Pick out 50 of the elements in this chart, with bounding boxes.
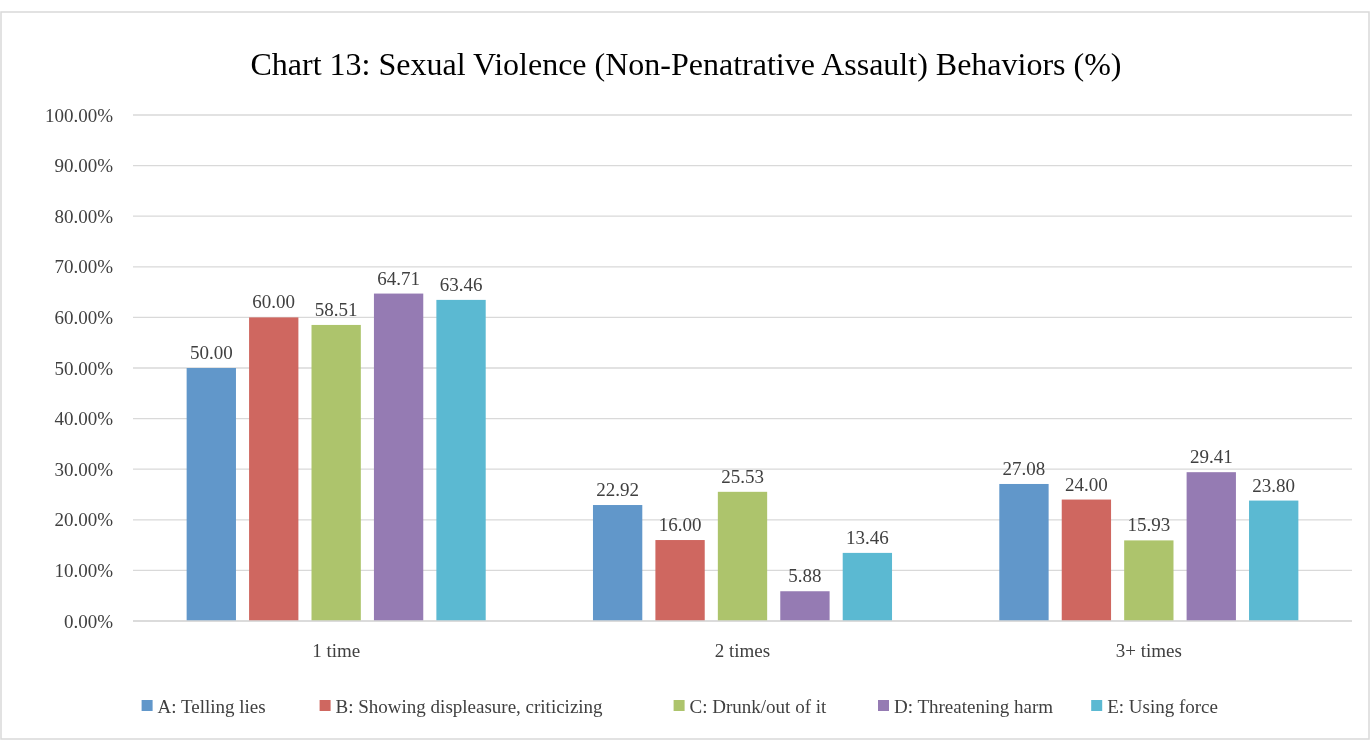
x-tick-label: 1 time xyxy=(312,640,361,661)
data-label: 16.00 xyxy=(658,514,702,536)
legend-label: B: Showing displeasure, criticizing xyxy=(335,695,604,717)
bar xyxy=(717,491,768,621)
bar xyxy=(842,552,893,621)
bar xyxy=(592,505,643,621)
y-tick-label: 40.00% xyxy=(54,408,114,430)
bar xyxy=(373,293,424,621)
y-tick-label: 30.00% xyxy=(54,458,114,480)
legend-label: C: Drunk/out of it xyxy=(689,695,828,717)
y-tick-label: 50.00% xyxy=(54,357,114,379)
data-label: 27.08 xyxy=(1002,457,1046,479)
x-tick-label: 2 times xyxy=(714,640,771,661)
data-label: 64.71 xyxy=(377,267,420,289)
x-tick-label: 3+ times xyxy=(1115,640,1182,661)
data-label: 23.80 xyxy=(1252,474,1296,496)
data-label: 22.92 xyxy=(596,479,640,501)
data-label: 24.00 xyxy=(1065,473,1108,495)
legend-label: E: Using force xyxy=(1107,695,1219,717)
y-tick-label: 60.00% xyxy=(54,307,114,329)
bar xyxy=(1186,472,1236,621)
bar xyxy=(1249,500,1299,621)
bar xyxy=(655,540,705,621)
y-tick-label: 90.00% xyxy=(54,155,114,177)
bar xyxy=(999,483,1049,621)
bar xyxy=(1124,540,1174,621)
bar xyxy=(186,368,236,621)
bar xyxy=(249,317,299,621)
y-tick-label: 80.00% xyxy=(54,205,114,227)
legend-label: A: Telling lies xyxy=(157,695,266,717)
y-tick-label: 0.00% xyxy=(63,610,114,632)
y-tick-label: 20.00% xyxy=(54,509,114,531)
legend-label: D: Threatening harm xyxy=(894,695,1054,717)
bar xyxy=(780,591,830,621)
data-label: 63.46 xyxy=(439,273,483,295)
chart-title: Chart 13: Sexual Violence (Non-Penatrative Assault) Behaviors (%) xyxy=(250,46,1122,82)
y-tick-label: 100.00% xyxy=(44,104,114,126)
data-label: 60.00 xyxy=(252,291,296,313)
bar xyxy=(1061,499,1112,621)
bar xyxy=(311,324,361,621)
data-label: 25.53 xyxy=(721,465,764,487)
data-label: 29.41 xyxy=(1189,446,1233,468)
y-tick-label: 70.00% xyxy=(54,256,114,278)
data-label: 15.93 xyxy=(1127,514,1171,536)
data-label: 50.00 xyxy=(189,342,233,363)
data-label: 58.51 xyxy=(314,298,358,320)
y-tick-label: 10.00% xyxy=(54,560,114,582)
data-label: 13.46 xyxy=(845,526,889,548)
data-label: 5.88 xyxy=(788,565,822,587)
bar xyxy=(436,299,486,621)
